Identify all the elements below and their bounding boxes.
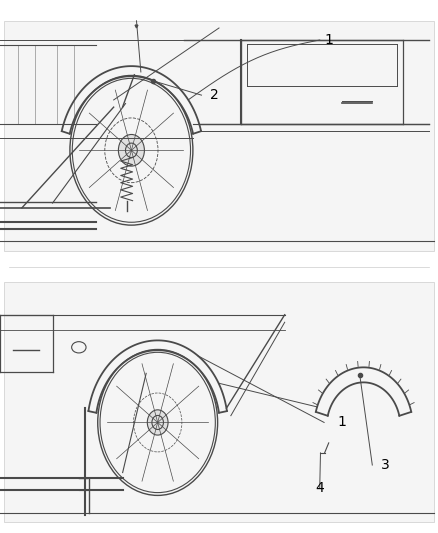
Circle shape <box>118 134 145 166</box>
Text: 2: 2 <box>210 88 219 102</box>
Text: 1: 1 <box>324 33 333 47</box>
Text: 4: 4 <box>315 481 324 495</box>
Circle shape <box>147 410 168 435</box>
Text: 1: 1 <box>337 415 346 430</box>
Text: 3: 3 <box>381 458 390 472</box>
FancyBboxPatch shape <box>4 282 434 522</box>
FancyBboxPatch shape <box>4 21 434 251</box>
